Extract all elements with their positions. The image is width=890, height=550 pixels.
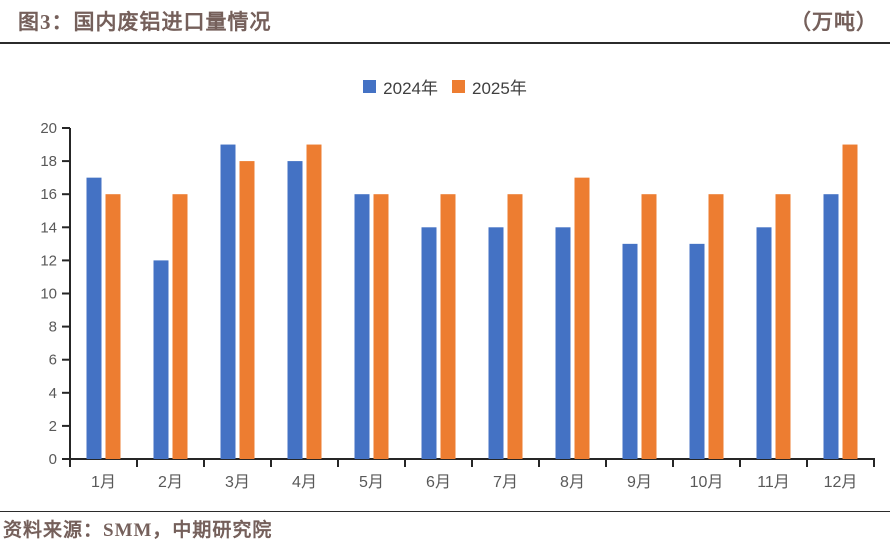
y-tick-label: 0 bbox=[49, 451, 57, 468]
bar-2024年-5月 bbox=[354, 194, 370, 459]
bar-2024年-1月 bbox=[86, 177, 102, 459]
legend-label-2025: 2025年 bbox=[472, 79, 527, 98]
bar-2024年-12月 bbox=[823, 194, 839, 459]
x-tick-label: 12月 bbox=[824, 474, 858, 491]
bar-2025年-6月 bbox=[440, 194, 456, 459]
bar-2025年-9月 bbox=[641, 194, 657, 459]
source-note: 资料来源：SMM，中期研究院 bbox=[3, 520, 273, 541]
x-tick-label: 1月 bbox=[91, 474, 116, 491]
figure-title: 图3：国内废铝进口量情况 bbox=[18, 10, 272, 34]
header-divider bbox=[0, 42, 890, 44]
y-tick-label: 14 bbox=[40, 219, 57, 236]
bar-2024年-7月 bbox=[488, 227, 504, 459]
bar-2024年-11月 bbox=[756, 227, 772, 459]
bar-2025年-12月 bbox=[842, 144, 858, 460]
x-tick-label: 7月 bbox=[493, 474, 518, 491]
bar-2024年-10月 bbox=[689, 243, 705, 459]
footer-divider bbox=[0, 511, 890, 512]
x-tick-label: 9月 bbox=[627, 474, 652, 491]
bar-2025年-5月 bbox=[373, 194, 389, 459]
legend-swatch-2025 bbox=[452, 80, 465, 93]
y-tick-label: 20 bbox=[40, 120, 57, 137]
bar-2024年-2月 bbox=[153, 260, 169, 459]
bar-2025年-10月 bbox=[708, 194, 724, 459]
x-tick-label: 6月 bbox=[426, 474, 451, 491]
figure-header: 图3：国内废铝进口量情况 （万吨） bbox=[18, 6, 878, 36]
x-tick-label: 5月 bbox=[359, 474, 384, 491]
bar-2025年-2月 bbox=[172, 194, 188, 459]
x-tick-label: 3月 bbox=[225, 474, 250, 491]
y-tick-label: 16 bbox=[40, 186, 57, 203]
y-tick-label: 8 bbox=[49, 319, 57, 336]
bar-2024年-9月 bbox=[622, 243, 638, 459]
bar-2024年-6月 bbox=[421, 227, 437, 459]
y-tick-label: 2 bbox=[49, 418, 57, 435]
y-tick-label: 18 bbox=[40, 153, 57, 170]
legend-item-2024: 2024年 bbox=[363, 74, 438, 99]
bar-2025年-1月 bbox=[105, 194, 121, 459]
bar-2024年-4月 bbox=[287, 161, 303, 459]
chart-legend: 2024年 2025年 bbox=[0, 74, 890, 99]
legend-swatch-2024 bbox=[363, 80, 377, 93]
bar-2024年-8月 bbox=[555, 227, 571, 459]
x-tick-label: 8月 bbox=[560, 474, 585, 491]
legend-item-2025: 2025年 bbox=[452, 74, 527, 99]
bar-2025年-8月 bbox=[574, 177, 590, 459]
bar-2025年-4月 bbox=[306, 144, 322, 460]
x-tick-label: 10月 bbox=[690, 474, 724, 491]
figure-unit-label: （万吨） bbox=[790, 10, 878, 34]
y-tick-label: 10 bbox=[40, 286, 57, 303]
bar-2025年-11月 bbox=[775, 194, 791, 459]
x-tick-label: 11月 bbox=[757, 474, 790, 491]
x-tick-label: 2月 bbox=[158, 474, 183, 491]
x-tick-label: 4月 bbox=[292, 474, 317, 491]
y-tick-label: 6 bbox=[49, 352, 57, 369]
bar-2025年-3月 bbox=[239, 161, 255, 459]
bar-2025年-7月 bbox=[507, 194, 523, 459]
y-tick-label: 4 bbox=[49, 385, 57, 402]
bar-2024年-3月 bbox=[220, 144, 236, 460]
y-tick-label: 12 bbox=[40, 252, 57, 269]
legend-label-2024: 2024年 bbox=[383, 79, 438, 98]
